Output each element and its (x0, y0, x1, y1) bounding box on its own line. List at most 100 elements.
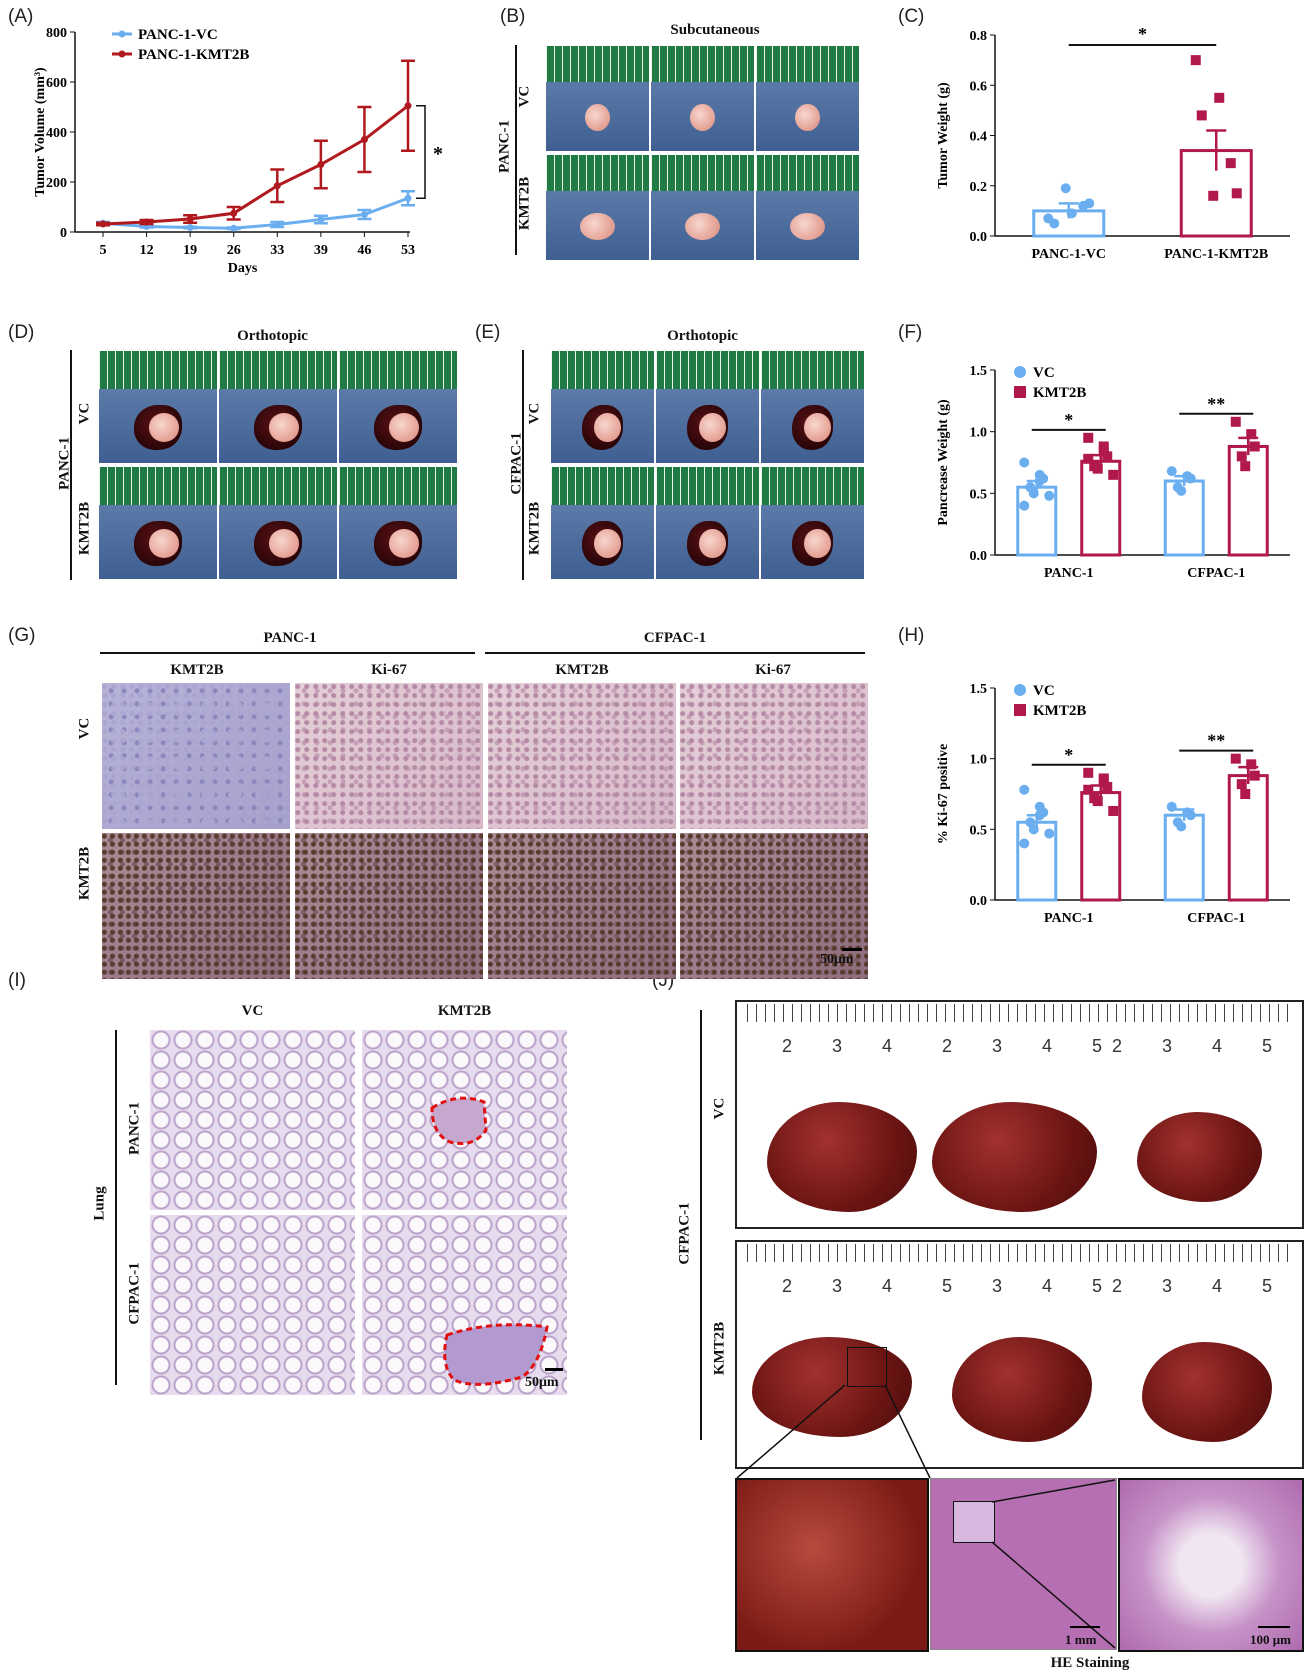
tumor (804, 528, 832, 558)
chart-f-ytick-label: 1.5 (970, 364, 988, 379)
chart-h-point (1102, 781, 1113, 792)
panel-i-tissue-label: Lung (91, 1186, 108, 1221)
panel-g-group1: PANC-1 (263, 630, 317, 646)
chart-a-xlabel: Days (228, 261, 258, 276)
specimen-photo (760, 466, 865, 580)
ihc-cfpac1-vc-ki67 (680, 683, 868, 829)
specimen-photo (655, 350, 760, 464)
panel-g-line2 (485, 652, 865, 654)
tumor (585, 103, 610, 132)
chart-h-ki67-positive: 0.0 0.5 1.0 1.5 % Ki-67 positive PANC-1 * CFPAC… (936, 682, 1290, 926)
chart-a-ytick-label: 0 (60, 226, 67, 241)
panel-j-scale1-bar (1070, 1626, 1100, 1628)
chart-c-ytick-label: 0.8 (970, 29, 988, 44)
ruler-strip (651, 46, 754, 82)
panel-j-row-vc: VC (711, 1097, 728, 1120)
chart-f-point (1240, 461, 1251, 472)
chart-h-point (1034, 810, 1045, 821)
ruler-ticks-top (747, 1004, 1292, 1022)
chart-a-legend-marker (118, 50, 126, 58)
tumor (699, 528, 727, 558)
chart-a-ytick-label: 200 (46, 176, 67, 191)
tumor (684, 212, 720, 241)
chart-a-xtick-label: 39 (314, 243, 328, 258)
chart-a-point (273, 221, 281, 228)
chart-f-point (1092, 463, 1103, 474)
tumor (804, 412, 832, 442)
panel-i-divider (115, 1030, 117, 1385)
chart-f-legend-label: KMT2B (1033, 385, 1086, 401)
ruler-number: 4 (1042, 1276, 1053, 1296)
ruler-number: 3 (1162, 1276, 1173, 1296)
he-staining-low-mag (930, 1478, 1117, 1650)
panel-j-row-kmt2b: KMT2B (711, 1321, 728, 1376)
ruler-number: 4 (1212, 1036, 1223, 1056)
panel-g-scale-bar (842, 948, 862, 951)
panel-e-title: Orthotopic (667, 328, 738, 344)
ruler-strip (219, 351, 337, 390)
ihc-cfpac1-kmt2b-kmt2b (488, 833, 676, 979)
chart-h-ytick-label: 0.0 (970, 894, 988, 909)
ruler-number: 2 (942, 1036, 953, 1056)
chart-f-ytick-label: 0.0 (970, 549, 988, 564)
panel-j-scale2-bar (1258, 1626, 1290, 1628)
panel-label-e: (E) (475, 322, 501, 343)
panel-g-col4: Ki-67 (755, 662, 791, 678)
ruler-strip (551, 467, 654, 506)
panel-label-a: (A) (8, 6, 34, 27)
chart-a-xtick-label: 46 (357, 243, 371, 258)
panel-e-group-label: CFPAC-1 (508, 432, 525, 495)
he-zoom-box (953, 1501, 995, 1543)
chart-h-point (1249, 770, 1260, 781)
tumor (795, 103, 820, 132)
chart-h-ylabel: % Ki-67 positive (936, 744, 951, 844)
specimen-photo (760, 350, 865, 464)
chart-f-point (1249, 441, 1260, 452)
liver-vc-2 (932, 1102, 1097, 1212)
zoom-connector-lines (736, 1384, 931, 1479)
he-staining-high-mag (1118, 1478, 1304, 1652)
panel-g-col1: KMT2B (170, 662, 224, 678)
chart-h-point (1176, 821, 1187, 832)
panel-label-d: (D) (8, 322, 35, 343)
ihc-panc1-kmt2b-kmt2b (102, 833, 290, 979)
ihc-panc1-vc-kmt2b (102, 683, 290, 829)
specimen-photo (338, 350, 458, 464)
chart-h-ytick-label: 0.5 (970, 823, 988, 838)
chart-h-sig-mark: ** (1207, 731, 1225, 751)
chart-a-ytick-label: 400 (46, 126, 67, 141)
panel-i-row1: PANC-1 (126, 1101, 143, 1156)
specimen-photo (545, 154, 650, 261)
panel-label-i: (I) (8, 970, 26, 991)
lung-cfpac1-kmt2b (362, 1215, 567, 1395)
chart-f-point (1044, 490, 1055, 501)
chart-c-point (1084, 198, 1095, 209)
panel-d-row-kmt2b: KMT2B (76, 501, 93, 556)
chart-f-point (1108, 469, 1119, 480)
chart-h-legend-label: VC (1033, 683, 1055, 699)
chart-a-point (360, 211, 368, 218)
panel-g-scale-label: 50μm (820, 952, 854, 967)
tumor (699, 412, 727, 442)
ruler-number: 3 (992, 1036, 1003, 1056)
chart-a-point (99, 220, 107, 228)
ihc-panc1-vc-ki67 (295, 683, 483, 829)
specimen-photo (650, 45, 755, 152)
tumor (579, 212, 615, 241)
chart-a-point (404, 194, 412, 202)
chart-f-point (1246, 429, 1257, 440)
chart-a-ytick-label: 800 (46, 26, 67, 41)
panel-d-title: Orthotopic (237, 328, 308, 344)
chart-c-point (1225, 158, 1236, 169)
chart-f-legend-marker (1014, 366, 1026, 378)
chart-a-legend-label: PANC-1-VC (138, 27, 218, 43)
specimen-photo (650, 154, 755, 261)
chart-a-point (186, 224, 194, 231)
he-connector-lines (991, 1479, 1116, 1649)
tumor (268, 528, 300, 558)
ihc-cfpac1-kmt2b-ki67 (680, 833, 868, 979)
lung-panc1-kmt2b (362, 1030, 567, 1210)
panel-j-caption: HE Staining (1050, 1655, 1130, 1671)
panel-g-line1 (100, 652, 475, 654)
